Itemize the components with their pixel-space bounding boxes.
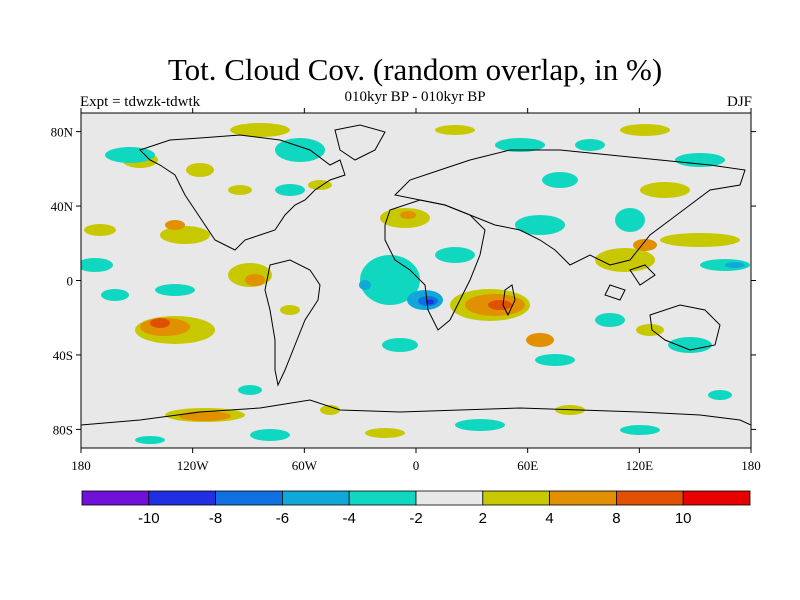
lon-tick-label: 120W xyxy=(177,458,210,473)
lat-tick-label: 80S xyxy=(53,422,73,437)
lat-tick-label: 80N xyxy=(51,125,74,140)
lat-tick-label: 0 xyxy=(67,274,74,289)
longitude-axis: 180 120W 60W 0 60E 120E 180 xyxy=(71,108,761,473)
lat-tick-label: 40N xyxy=(51,199,74,214)
colorbar-segment xyxy=(148,490,217,506)
colorbar-label: -8 xyxy=(209,510,222,527)
colorbar-label: -4 xyxy=(343,510,356,527)
colorbar-label: -10 xyxy=(138,510,160,527)
lon-tick-label: 180 xyxy=(741,458,761,473)
colorbar-segment xyxy=(482,490,550,506)
period-subtitle: 010kyr BP - 010kyr BP xyxy=(344,89,486,105)
colorbar-label: -6 xyxy=(276,510,289,527)
anomaly-field xyxy=(81,123,750,444)
colorbar-segment xyxy=(215,490,283,506)
colorbar-label: 4 xyxy=(545,510,553,527)
page-title: Tot. Cloud Cov. (random overlap, in %) xyxy=(167,52,663,87)
lat-tick-label: 40S xyxy=(53,348,73,363)
colorbar-label: -2 xyxy=(409,510,422,527)
colorbar-label: 2 xyxy=(479,510,487,527)
colorbar-segment xyxy=(549,490,617,506)
colorbar-segment xyxy=(81,490,150,506)
lon-tick-label: 180 xyxy=(71,458,91,473)
latitude-axis: 80N 40N 0 40S 80S xyxy=(51,125,756,437)
lon-tick-label: 0 xyxy=(413,458,420,473)
lon-tick-label: 120E xyxy=(626,458,654,473)
coastlines xyxy=(81,124,751,426)
colorbar-segment xyxy=(415,490,484,506)
colorbar-segment xyxy=(281,490,350,506)
colorbar-segment xyxy=(348,490,417,506)
colorbar-label: 10 xyxy=(675,510,692,527)
experiment-label: Expt = tdwzk-tdwtk xyxy=(80,94,201,110)
colorbar-label: 8 xyxy=(612,510,620,527)
lon-tick-label: 60W xyxy=(292,458,318,473)
colorbar-segment xyxy=(616,490,684,506)
colorbar-segment xyxy=(682,490,751,506)
colorbar: -10 -8 -6 -4 -2 2 4 8 10 xyxy=(81,490,751,527)
lon-tick-label: 60E xyxy=(517,458,538,473)
season-label: DJF xyxy=(726,94,752,110)
